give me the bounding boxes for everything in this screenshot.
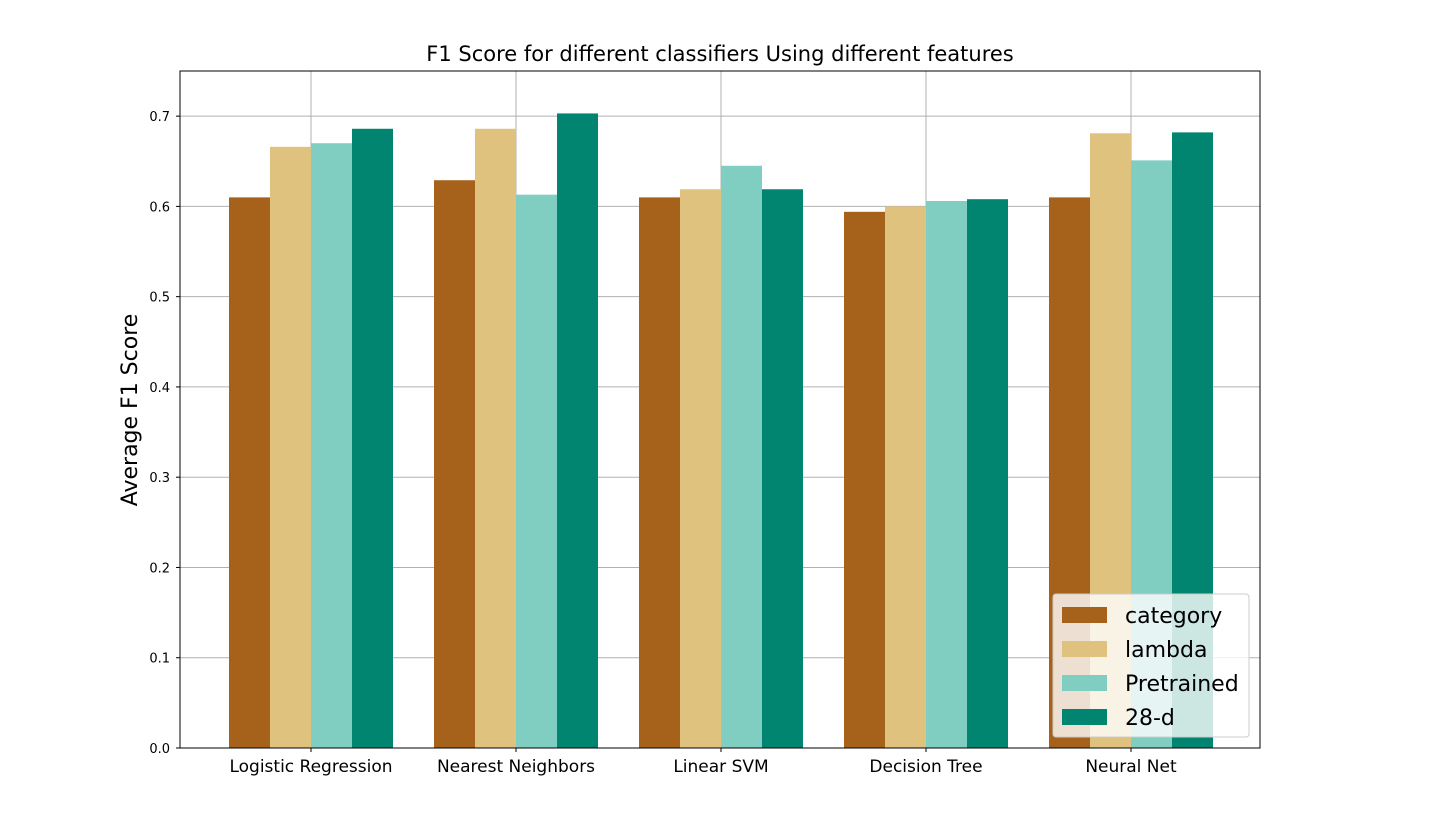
bar-28-d-logistic-regression	[352, 128, 393, 749]
legend-box	[1052, 593, 1250, 738]
x-tick-label: Neural Net	[1085, 757, 1177, 777]
axis-ticks: 0.0 0.1 0.2 0.3 0.4 0.5 0.6 0.7 Logistic Regress…	[149, 110, 1177, 777]
y-tick-label: 0.3	[149, 471, 170, 486]
y-tick-label: 0.6	[149, 200, 170, 215]
bar-category-nearest-neighbors	[434, 180, 475, 749]
bar-pretrained-logistic-regression	[311, 143, 352, 749]
x-tick-label: Logistic Regression	[229, 757, 392, 777]
y-tick-label: 0.2	[149, 561, 170, 576]
chart-title: F1 Score for different classifiers Using…	[426, 42, 1013, 66]
y-tick-label: 0.5	[149, 291, 170, 306]
legend-swatch	[1062, 641, 1107, 657]
bar-pretrained-decision-tree	[926, 200, 967, 748]
bar-lambda-nearest-neighbors	[475, 128, 516, 749]
y-tick-label: 0.7	[149, 110, 170, 125]
legend-swatch	[1062, 675, 1107, 691]
bar-category-linear-svm	[639, 197, 680, 748]
x-tick-label: Decision Tree	[869, 757, 982, 777]
y-axis-label: Average F1 Score	[118, 314, 143, 507]
bar-28-d-nearest-neighbors	[557, 113, 598, 748]
legend-label: 28-d	[1125, 706, 1175, 731]
y-tick-label: 0.4	[149, 381, 170, 396]
legend-label: category	[1125, 604, 1222, 629]
x-tick-label: Nearest Neighbors	[437, 757, 595, 777]
plot-frame	[179, 70, 1261, 749]
bar-pretrained-linear-svm	[721, 165, 762, 748]
y-tick-label: 0.1	[149, 652, 170, 667]
legend-label: Pretrained	[1125, 672, 1239, 697]
bar-lambda-linear-svm	[680, 189, 721, 748]
bar-pretrained-nearest-neighbors	[516, 194, 557, 748]
bar-28-d-decision-tree	[967, 199, 1008, 749]
bar-lambda-logistic-regression	[270, 146, 311, 749]
bar-category-decision-tree	[844, 211, 885, 749]
legend-swatch	[1062, 607, 1107, 623]
bar-lambda-decision-tree	[885, 206, 926, 748]
bar-28-d-linear-svm	[762, 189, 803, 748]
x-tick-label: Linear SVM	[673, 757, 768, 777]
legend: category lambda Pretrained 28-d	[1052, 593, 1250, 738]
legend-swatch	[1062, 709, 1107, 725]
y-tick-label: 0.0	[149, 742, 170, 757]
bar-category-logistic-regression	[229, 197, 270, 748]
legend-label: lambda	[1125, 638, 1207, 663]
